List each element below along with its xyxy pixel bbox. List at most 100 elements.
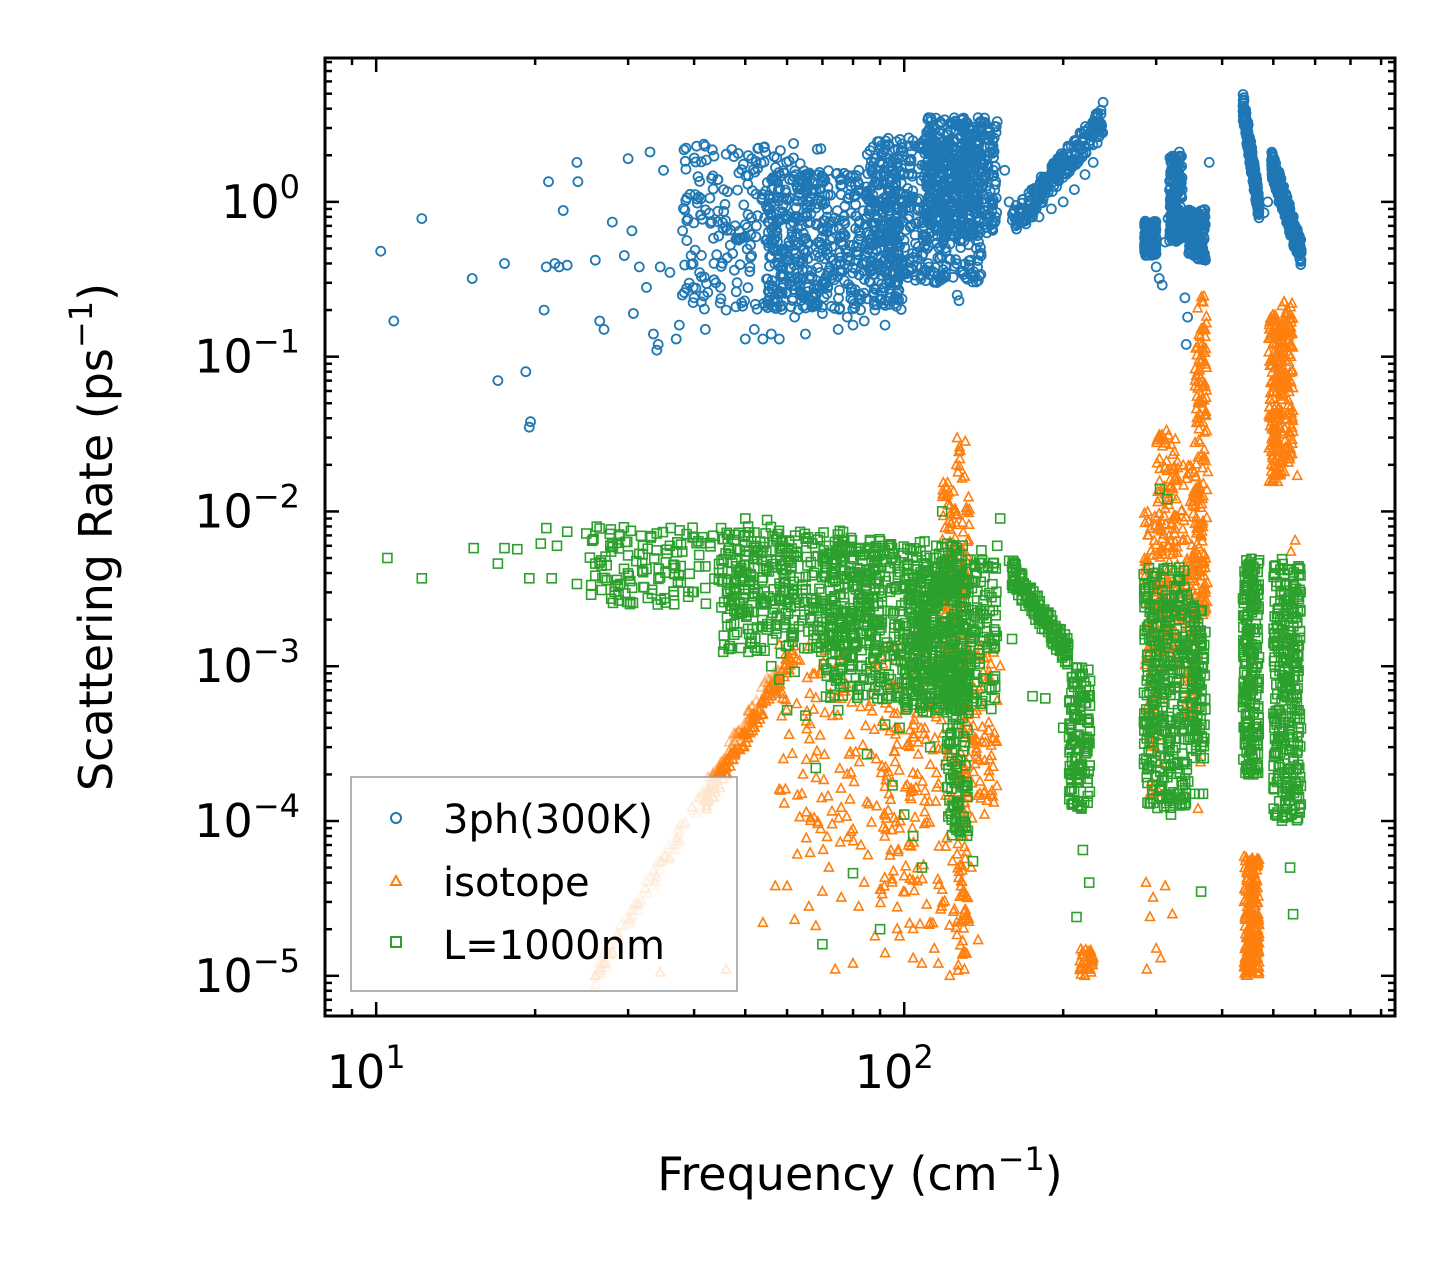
point-3ph — [739, 219, 751, 231]
point-3ph — [902, 183, 913, 194]
point-3ph — [821, 225, 833, 237]
point-3ph — [812, 169, 824, 181]
point-3ph — [872, 228, 884, 240]
point-3ph — [960, 142, 972, 153]
point-3ph — [887, 195, 899, 207]
point-3ph — [760, 146, 771, 158]
point-3ph — [867, 268, 879, 280]
point-3ph — [854, 227, 866, 239]
point-3ph — [780, 184, 791, 196]
point-3ph — [712, 174, 724, 186]
point-3ph — [791, 228, 803, 240]
point-3ph — [881, 268, 892, 280]
point-3ph — [808, 177, 820, 189]
point-3ph — [678, 144, 690, 156]
point-3ph — [870, 153, 881, 164]
point-3ph — [678, 287, 690, 299]
point-3ph — [679, 155, 691, 167]
point-3ph — [806, 187, 818, 199]
point-3ph — [879, 201, 891, 213]
point-3ph — [699, 140, 711, 152]
point-3ph — [884, 298, 896, 310]
point-3ph — [763, 193, 775, 205]
point-3ph — [855, 304, 866, 316]
point-3ph — [910, 274, 921, 286]
point-3ph — [746, 212, 757, 224]
point-3ph — [834, 284, 845, 296]
point-3ph — [762, 295, 773, 307]
point-3ph — [967, 169, 979, 181]
point-3ph — [804, 270, 816, 282]
point-3ph — [890, 259, 902, 271]
point-3ph — [923, 196, 934, 208]
point-3ph — [935, 198, 947, 209]
point-3ph — [831, 167, 843, 179]
point-3ph — [849, 302, 861, 314]
point-3ph — [927, 119, 939, 131]
point-3ph — [814, 281, 825, 293]
point-3ph — [750, 231, 762, 243]
point-3ph — [923, 148, 934, 160]
point-3ph — [871, 299, 883, 311]
point-3ph — [808, 283, 820, 294]
point-3ph — [853, 164, 865, 176]
point-3ph — [692, 171, 704, 183]
point-3ph — [765, 251, 777, 262]
point-3ph — [907, 251, 919, 263]
point-3ph — [773, 251, 785, 263]
point-3ph — [688, 152, 700, 164]
point-3ph — [788, 138, 799, 149]
point-3ph — [752, 210, 763, 222]
point-3ph — [707, 183, 719, 195]
point-3ph — [908, 269, 920, 281]
point-3ph — [733, 167, 745, 179]
point-3ph — [800, 232, 812, 244]
point-3ph — [794, 183, 806, 195]
point-3ph — [850, 241, 862, 253]
point-3ph — [812, 246, 824, 258]
point-3ph — [835, 180, 847, 192]
point-3ph — [712, 216, 724, 228]
point-3ph — [789, 239, 801, 251]
point-3ph — [805, 208, 817, 220]
point-3ph — [858, 287, 870, 299]
point-3ph — [781, 156, 792, 168]
point-3ph — [745, 251, 756, 263]
point-3ph — [913, 216, 925, 228]
point-3ph — [899, 241, 911, 253]
point-3ph — [796, 220, 808, 232]
point-3ph — [818, 225, 829, 237]
point-3ph — [759, 141, 770, 153]
point-3ph — [897, 267, 909, 279]
point-3ph — [739, 295, 750, 307]
point-3ph — [854, 215, 865, 227]
point-3ph — [766, 283, 778, 295]
point-3ph — [708, 257, 720, 269]
point-3ph — [958, 144, 969, 155]
point-3ph — [800, 210, 812, 222]
point-3ph — [786, 231, 798, 243]
point-3ph — [990, 126, 1002, 138]
point-3ph — [976, 182, 988, 194]
point-3ph — [939, 230, 951, 242]
point-3ph — [680, 142, 692, 154]
point-3ph — [839, 275, 850, 287]
point-3ph — [968, 271, 979, 283]
point-3ph — [893, 153, 905, 165]
series-3ph-300k — [375, 89, 1307, 433]
point-3ph — [842, 254, 853, 266]
point-3ph — [812, 262, 824, 274]
point-3ph — [844, 188, 855, 200]
point-3ph — [940, 271, 951, 283]
point-3ph — [902, 197, 914, 209]
point-3ph — [973, 152, 985, 164]
point-3ph — [732, 233, 743, 244]
point-3ph — [815, 143, 827, 155]
point-3ph — [842, 246, 853, 258]
point-3ph — [726, 144, 738, 155]
point-3ph — [896, 142, 908, 154]
point-3ph — [818, 215, 830, 227]
point-3ph — [940, 245, 952, 257]
point-3ph — [880, 197, 891, 209]
